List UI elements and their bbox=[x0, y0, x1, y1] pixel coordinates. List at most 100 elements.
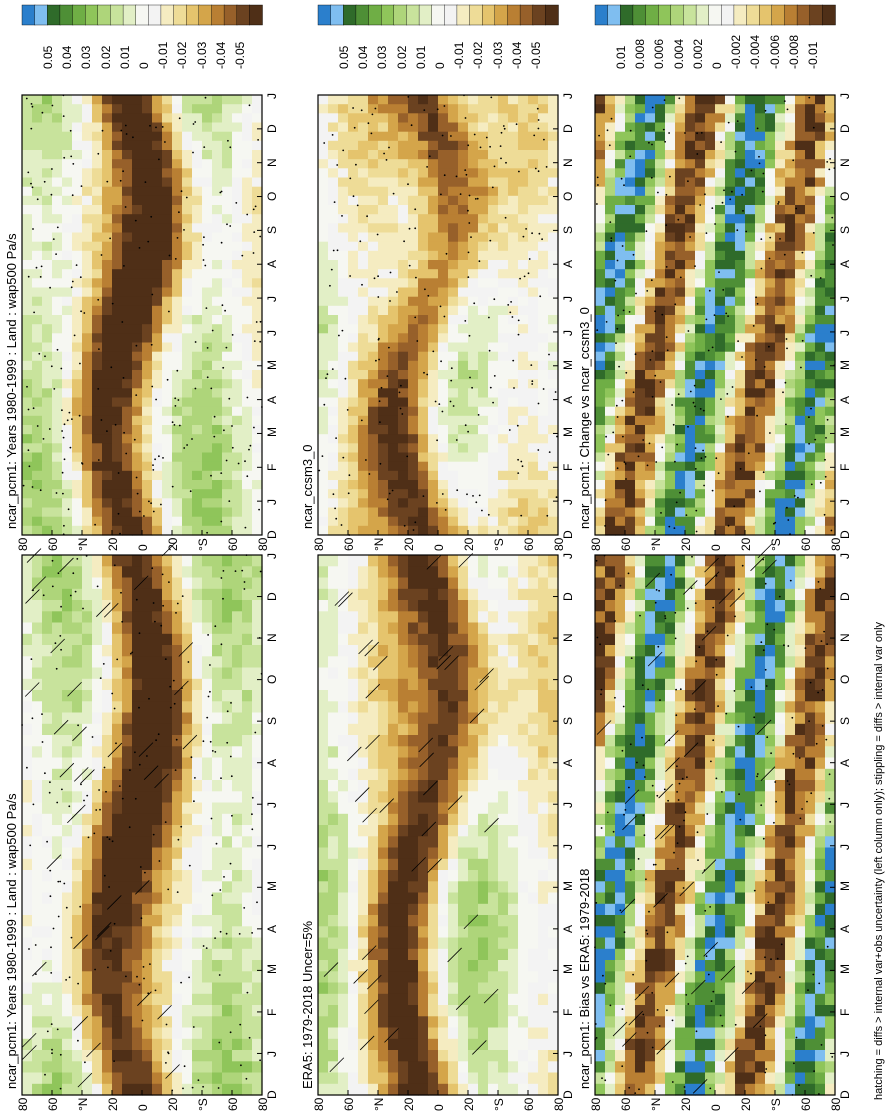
heatmap-cell bbox=[252, 480, 263, 490]
heatmap-cell bbox=[448, 993, 459, 1006]
heatmap-cell bbox=[418, 122, 429, 133]
heatmap-cell bbox=[162, 470, 173, 481]
heatmap-cell bbox=[348, 223, 359, 234]
heatmap-cell bbox=[318, 140, 329, 151]
heatmap-cell bbox=[508, 858, 519, 871]
heatmap-cell bbox=[182, 600, 193, 612]
heatmap-cell bbox=[222, 847, 233, 860]
heatmap-cell bbox=[122, 122, 133, 133]
heatmap-cell bbox=[242, 1083, 253, 1096]
heatmap-cell bbox=[318, 269, 329, 279]
heatmap-cell bbox=[62, 555, 73, 567]
heatmap-cell bbox=[242, 1016, 253, 1029]
heatmap-cell bbox=[122, 735, 133, 747]
heatmap-cell bbox=[92, 678, 103, 691]
heatmap-cell bbox=[22, 205, 33, 215]
heatmap-cell bbox=[222, 870, 233, 882]
heatmap-cell bbox=[222, 480, 233, 490]
heatmap-cell bbox=[468, 168, 479, 179]
heatmap-cell bbox=[368, 205, 379, 215]
heatmap-cell bbox=[438, 360, 449, 371]
heatmap-cell bbox=[232, 982, 243, 995]
heatmap-cell bbox=[102, 379, 113, 389]
heatmap-cell bbox=[368, 566, 379, 579]
heatmap-cell bbox=[318, 525, 329, 536]
heatmap-cell bbox=[458, 177, 469, 188]
heatmap-cell bbox=[62, 858, 73, 871]
heatmap-cell bbox=[438, 870, 449, 882]
heatmap-cell bbox=[368, 746, 379, 759]
heatmap-cell bbox=[202, 516, 213, 527]
hatch-line bbox=[77, 1072, 93, 1088]
heatmap-cell bbox=[468, 406, 479, 417]
heatmap-cell bbox=[72, 113, 83, 124]
heatmap-cell bbox=[122, 113, 133, 124]
heatmap-cell bbox=[252, 780, 263, 792]
stipple-dot bbox=[71, 418, 73, 420]
heatmap-cell bbox=[32, 926, 43, 939]
heatmap-cell bbox=[488, 633, 499, 646]
heatmap-cell bbox=[222, 858, 233, 871]
heatmap-cell bbox=[438, 140, 449, 151]
heatmap-cell bbox=[202, 611, 213, 624]
heatmap-cell bbox=[478, 1038, 489, 1051]
heatmap-cell bbox=[468, 516, 479, 527]
heatmap-cell bbox=[42, 406, 53, 417]
stipple-dot bbox=[26, 766, 28, 769]
heatmap-cell bbox=[232, 480, 243, 490]
heatmap-cell bbox=[32, 186, 43, 197]
heatmap-cell bbox=[338, 633, 349, 646]
heatmap-cell bbox=[458, 186, 469, 197]
heatmap-cell bbox=[468, 712, 479, 725]
heatmap-cell bbox=[242, 525, 253, 536]
heatmap-cell bbox=[212, 1050, 223, 1062]
heatmap-cell bbox=[338, 678, 349, 691]
heatmap-cell bbox=[92, 397, 103, 408]
heatmap-cell bbox=[242, 1027, 253, 1040]
heatmap-cell bbox=[418, 712, 429, 725]
hatch-line bbox=[138, 742, 154, 757]
heatmap-cell bbox=[418, 232, 429, 243]
heatmap-cell bbox=[132, 791, 143, 804]
heatmap-cell bbox=[548, 723, 559, 736]
heatmap-cell bbox=[42, 131, 53, 142]
hatch-line bbox=[365, 734, 380, 750]
heatmap-cell bbox=[338, 555, 349, 567]
heatmap-cell bbox=[212, 195, 223, 206]
heatmap-cell bbox=[388, 150, 399, 160]
heatmap-cell bbox=[202, 1061, 213, 1074]
heatmap-cell bbox=[378, 1061, 389, 1074]
heatmap-cell bbox=[142, 701, 153, 714]
heatmap-cell bbox=[498, 241, 509, 252]
stipple-dot bbox=[160, 624, 163, 627]
heatmap-cell bbox=[212, 425, 223, 435]
heatmap-cell bbox=[328, 656, 339, 669]
heatmap-cell bbox=[478, 461, 489, 472]
heatmap-cell bbox=[22, 723, 33, 736]
heatmap-cell bbox=[498, 305, 509, 316]
heatmap-cell bbox=[318, 434, 329, 444]
heatmap-cell bbox=[102, 498, 113, 509]
heatmap-cell bbox=[348, 388, 359, 399]
heatmap-cell bbox=[132, 622, 143, 635]
heatmap-cell bbox=[32, 960, 43, 972]
heatmap-cell bbox=[202, 406, 213, 417]
heatmap-cell bbox=[548, 633, 559, 646]
heatmap-cell bbox=[328, 113, 339, 124]
heatmap-cell bbox=[398, 667, 409, 680]
stipple-dot bbox=[48, 428, 51, 430]
heatmap-cell bbox=[398, 645, 409, 657]
heatmap-cell bbox=[368, 140, 379, 151]
heatmap-cell bbox=[252, 397, 263, 408]
heatmap-cell bbox=[52, 1038, 63, 1051]
heatmap-cell bbox=[42, 971, 53, 984]
heatmap-cell bbox=[488, 825, 499, 837]
heatmap-cell bbox=[32, 577, 43, 590]
heatmap-cell bbox=[112, 287, 123, 298]
colorbar-swatch bbox=[21, 4, 36, 26]
heatmap-cell bbox=[142, 1038, 153, 1051]
heatmap-cell bbox=[418, 746, 429, 759]
stipple-dot bbox=[218, 974, 221, 976]
heatmap-cell bbox=[92, 223, 103, 234]
heatmap-cell bbox=[378, 937, 389, 950]
